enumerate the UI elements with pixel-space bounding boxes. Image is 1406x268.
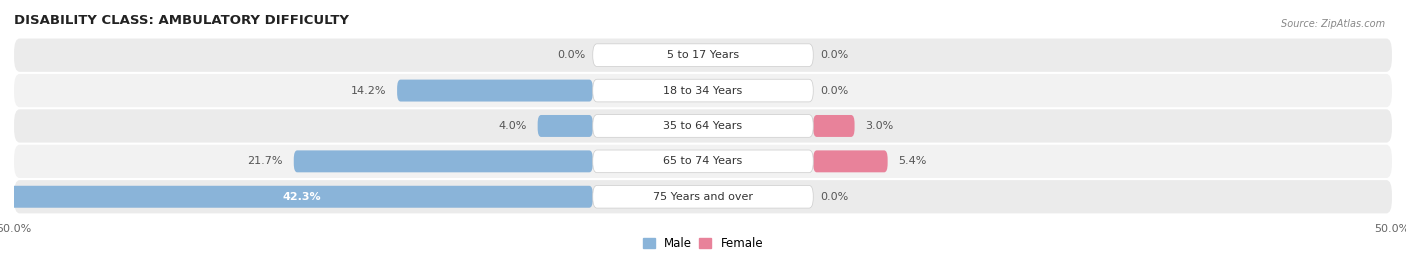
Text: 5 to 17 Years: 5 to 17 Years bbox=[666, 50, 740, 60]
FancyBboxPatch shape bbox=[813, 115, 855, 137]
Text: 5.4%: 5.4% bbox=[898, 156, 927, 166]
FancyBboxPatch shape bbox=[14, 74, 1392, 107]
Text: 21.7%: 21.7% bbox=[247, 156, 283, 166]
FancyBboxPatch shape bbox=[593, 185, 813, 208]
FancyBboxPatch shape bbox=[14, 109, 1392, 143]
FancyBboxPatch shape bbox=[813, 150, 887, 172]
Text: DISABILITY CLASS: AMBULATORY DIFFICULTY: DISABILITY CLASS: AMBULATORY DIFFICULTY bbox=[14, 14, 349, 27]
Text: 42.3%: 42.3% bbox=[283, 192, 321, 202]
FancyBboxPatch shape bbox=[537, 115, 593, 137]
Text: 4.0%: 4.0% bbox=[498, 121, 527, 131]
Text: 65 to 74 Years: 65 to 74 Years bbox=[664, 156, 742, 166]
FancyBboxPatch shape bbox=[10, 186, 593, 208]
Legend: Male, Female: Male, Female bbox=[638, 233, 768, 255]
FancyBboxPatch shape bbox=[14, 145, 1392, 178]
FancyBboxPatch shape bbox=[593, 79, 813, 102]
FancyBboxPatch shape bbox=[593, 115, 813, 137]
FancyBboxPatch shape bbox=[593, 150, 813, 173]
Text: 35 to 64 Years: 35 to 64 Years bbox=[664, 121, 742, 131]
Text: 14.2%: 14.2% bbox=[350, 85, 387, 96]
Text: 18 to 34 Years: 18 to 34 Years bbox=[664, 85, 742, 96]
FancyBboxPatch shape bbox=[14, 39, 1392, 72]
Text: 0.0%: 0.0% bbox=[558, 50, 586, 60]
Text: 0.0%: 0.0% bbox=[820, 85, 848, 96]
Text: 0.0%: 0.0% bbox=[820, 50, 848, 60]
Text: 0.0%: 0.0% bbox=[820, 192, 848, 202]
Text: 75 Years and over: 75 Years and over bbox=[652, 192, 754, 202]
FancyBboxPatch shape bbox=[396, 80, 593, 102]
FancyBboxPatch shape bbox=[14, 180, 1392, 213]
Text: Source: ZipAtlas.com: Source: ZipAtlas.com bbox=[1281, 19, 1385, 29]
Text: 3.0%: 3.0% bbox=[866, 121, 894, 131]
FancyBboxPatch shape bbox=[294, 150, 593, 172]
FancyBboxPatch shape bbox=[593, 44, 813, 66]
